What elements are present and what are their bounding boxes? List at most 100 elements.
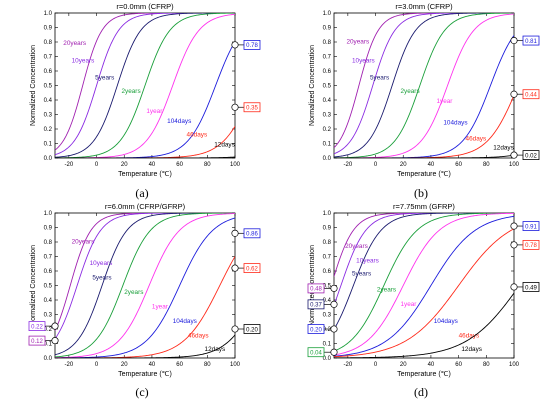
series-label-1year: 1year: [400, 301, 417, 308]
callout-marker: [231, 229, 239, 237]
callout-marker: [51, 337, 59, 345]
panel-caption: (a): [135, 186, 148, 200]
y-tick-label: 1.0: [44, 211, 53, 217]
callout-marker: [330, 348, 338, 356]
series-label-46days: 46days: [188, 333, 209, 340]
series-line-20years: [55, 13, 235, 151]
y-tick-label: 1.0: [323, 211, 332, 217]
callout-box: [522, 221, 540, 231]
y-tick-label: 1.0: [323, 11, 332, 17]
callout-marker: [330, 325, 338, 333]
y-tick-label: 0.9: [44, 226, 53, 232]
series-line-1year: [55, 213, 235, 358]
y-tick-label: 0.4: [44, 98, 53, 104]
callout-marker: [51, 322, 59, 330]
y-tick-label: 0.4: [323, 98, 332, 104]
callout-box: [522, 239, 540, 250]
series-label-2years: 2years: [400, 88, 419, 95]
x-tick-label: 20: [121, 162, 128, 168]
callout-box: [522, 89, 540, 100]
x-tick-label: -20: [65, 162, 74, 168]
panel-caption: (d): [414, 385, 428, 399]
series-label-10years: 10years: [356, 257, 379, 264]
series-label-20years: 20years: [346, 38, 369, 45]
callout-marker: [510, 90, 518, 98]
series-line-10years: [334, 13, 514, 155]
y-tick-label: 0.5: [44, 284, 53, 290]
chart-title: r=7.75mm (GFRP): [393, 202, 455, 211]
series-label-10years: 10years: [90, 260, 113, 267]
y-tick-label: 0.0: [44, 356, 53, 362]
x-tick-label: 0: [95, 162, 99, 168]
y-tick-label: 0.5: [323, 84, 332, 90]
y-tick-label: 0.7: [323, 55, 332, 61]
series-line-12days: [334, 154, 514, 158]
y-tick-label: 0.6: [44, 69, 53, 75]
series-label-20years: 20years: [72, 238, 95, 245]
series-label-2years: 2years: [121, 88, 140, 95]
x-tick-label: 80: [204, 162, 211, 168]
series-line-1year: [334, 13, 514, 158]
callout-marker: [231, 264, 239, 272]
series-line-2years: [55, 213, 235, 358]
series-line-12days: [334, 292, 514, 358]
series-label-5years: 5years: [95, 75, 114, 82]
series-label-104days: 104days: [173, 318, 197, 325]
callout-box: [243, 40, 261, 50]
y-tick-label: 0.0: [44, 156, 53, 162]
x-tick-label: 60: [176, 162, 183, 168]
panel-caption: (c): [135, 385, 148, 399]
y-tick-label: 0.5: [44, 84, 53, 90]
x-tick-label: 60: [176, 362, 183, 368]
x-tick-label: 60: [455, 162, 462, 168]
callout-value: 0.78: [525, 243, 537, 249]
series-line-5years: [55, 13, 235, 158]
y-tick-label: 0.1: [44, 142, 53, 148]
series-label-1year: 1year: [152, 304, 169, 311]
callout-value: 0.91: [525, 224, 537, 230]
plot-frame: [333, 212, 515, 359]
x-tick-label: 40: [149, 362, 156, 368]
callout-value: 0.20: [310, 327, 322, 333]
callout-marker: [330, 300, 338, 308]
y-tick-label: 0.3: [323, 113, 332, 119]
y-tick-label: 0.9: [323, 226, 332, 232]
y-tick-label: 0.2: [323, 327, 332, 333]
callout-marker: [231, 103, 239, 111]
series-label-104days: 104days: [443, 120, 467, 127]
callout-value: 0.37: [310, 303, 322, 309]
callout-box: [522, 282, 540, 292]
x-tick-label: 20: [400, 362, 407, 368]
series-line-5years: [334, 13, 514, 158]
series-label-12days: 12days: [493, 144, 514, 151]
callout-value: 0.81: [525, 39, 537, 45]
y-tick-label: 0.0: [323, 356, 332, 362]
x-axis-label: Temperature (℃): [397, 371, 451, 378]
callout-marker: [231, 325, 239, 333]
x-tick-label: 0: [95, 362, 99, 368]
callout-marker: [510, 151, 518, 159]
y-tick-label: 0.0: [323, 156, 332, 162]
x-tick-label: 0: [374, 162, 378, 168]
callout-marker: [330, 284, 338, 292]
callout-value: 0.62: [246, 266, 258, 272]
callout-value: 0.49: [525, 285, 537, 291]
callout-box: [28, 321, 46, 332]
callout-box: [522, 35, 540, 46]
series-label-104days: 104days: [434, 318, 458, 325]
chart-title: r=3.0mm (CFRP): [395, 2, 453, 11]
y-tick-label: 1.0: [44, 11, 53, 17]
series-label-12days: 12days: [461, 346, 482, 353]
callout-box: [28, 335, 46, 346]
y-tick-label: 0.2: [44, 327, 53, 333]
callout-box: [522, 150, 540, 161]
y-tick-label: 0.6: [44, 269, 53, 275]
series-label-20years: 20years: [63, 40, 86, 47]
y-tick-label: 0.7: [44, 55, 53, 61]
callout-value: 0.22: [31, 324, 43, 330]
callout-value: 0.12: [31, 339, 43, 345]
x-tick-label: 100: [230, 162, 241, 168]
x-tick-label: 20: [121, 362, 128, 368]
y-tick-label: 0.4: [44, 298, 53, 304]
x-tick-label: 40: [428, 362, 435, 368]
